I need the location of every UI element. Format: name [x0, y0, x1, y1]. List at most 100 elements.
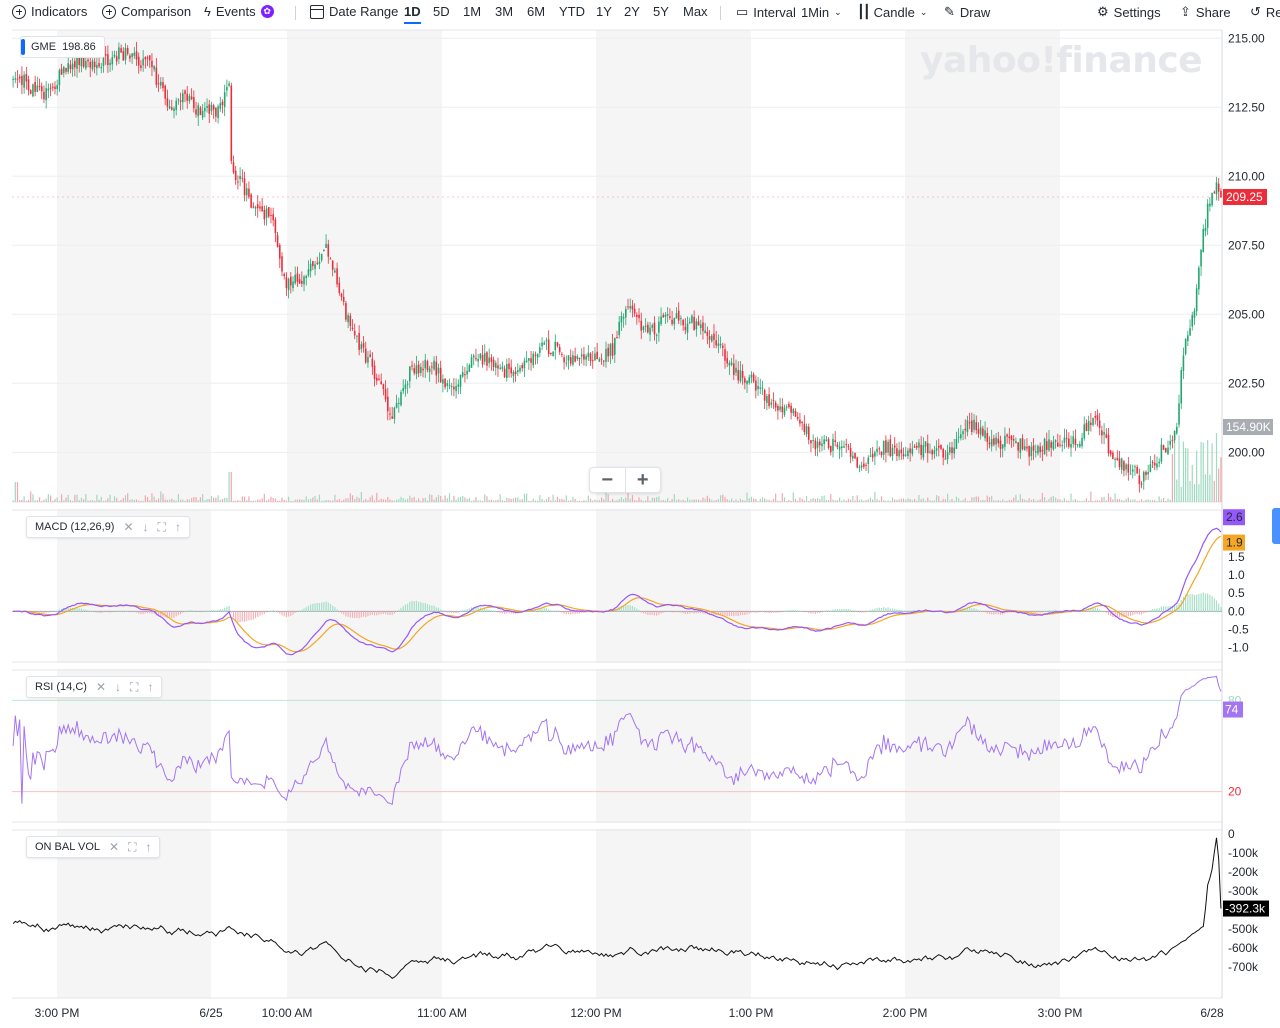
candle-body — [697, 321, 700, 326]
macd-histogram-bar — [865, 611, 867, 613]
volume-bar — [1129, 499, 1132, 502]
macd-histogram-bar — [717, 611, 719, 615]
candle-body — [609, 344, 612, 356]
macd-histogram-bar — [94, 611, 96, 613]
events-button[interactable]: ϟ Events ✿ — [204, 4, 274, 19]
volume-tag — [1223, 419, 1273, 435]
macd-histogram-bar — [1218, 603, 1220, 612]
macd-histogram-bar — [358, 611, 360, 619]
volume-bar — [171, 498, 173, 502]
candle-body — [318, 261, 321, 265]
expand-icon[interactable]: ⛶ — [130, 679, 139, 694]
expand-icon[interactable]: ⛶ — [157, 519, 166, 534]
volume-bar — [600, 497, 603, 502]
zoom-in-button[interactable]: + — [624, 468, 661, 492]
volume-bar — [411, 497, 413, 502]
side-panel-toggle[interactable] — [1272, 508, 1280, 544]
macd-histogram-bar — [191, 610, 193, 612]
move-down-icon[interactable]: ↓ — [142, 520, 149, 534]
comparison-button[interactable]: Comparison — [102, 4, 191, 19]
macd-histogram-bar — [623, 605, 625, 612]
volume-bar — [261, 498, 263, 502]
macd-histogram-bar — [1010, 611, 1013, 613]
move-down-icon[interactable]: ↓ — [115, 680, 122, 694]
macd-histogram-bar — [440, 609, 442, 612]
candle-body — [193, 97, 195, 109]
interval-dropdown[interactable]: ▭ Interval 1Min ⌄ — [736, 4, 842, 20]
candle-body — [164, 85, 166, 99]
range-3m[interactable]: 3M — [495, 4, 514, 19]
macd-histogram-bar — [541, 608, 543, 612]
range-5d[interactable]: 5D — [433, 4, 450, 19]
move-up-icon[interactable]: ↑ — [147, 680, 154, 694]
candle-body — [885, 440, 887, 453]
range-1m[interactable]: 1M — [463, 4, 482, 19]
volume-bar — [1127, 497, 1129, 502]
draw-button[interactable]: ✎ Draw — [944, 4, 990, 20]
macd-histogram-bar — [100, 611, 102, 614]
macd-histogram-bar — [1125, 611, 1127, 617]
range-5y[interactable]: 5Y — [653, 4, 669, 19]
move-up-icon[interactable]: ↑ — [174, 520, 181, 534]
volume-bar — [816, 498, 819, 502]
volume-bar — [526, 493, 528, 502]
volume-bar — [1207, 440, 1209, 502]
macd-histogram-bar — [116, 611, 118, 613]
indicators-button[interactable]: Indicators — [12, 4, 87, 19]
chevron-down-icon: ⌄ — [919, 6, 928, 17]
macd-histogram-bar — [735, 611, 737, 616]
range-1d[interactable]: 1D — [404, 4, 421, 24]
stock-chart[interactable]: 215.00212.50210.00207.50205.00202.50200.… — [0, 26, 1280, 1028]
volume-bar — [74, 494, 76, 502]
zoom-out-button[interactable]: − — [601, 468, 614, 491]
chart-style-dropdown[interactable]: ┃┃ Candle ⌄ — [857, 4, 927, 20]
candle-body — [918, 442, 920, 448]
macd-histogram-bar — [858, 611, 861, 613]
macd-histogram-bar — [173, 611, 175, 618]
range-1y[interactable]: 1Y — [596, 4, 612, 19]
macd-histogram-bar — [883, 607, 885, 612]
volume-bar — [867, 499, 869, 502]
range-2y[interactable]: 2Y — [624, 4, 640, 19]
volume-bar — [265, 500, 268, 502]
candle-body — [616, 336, 618, 338]
symbol-legend[interactable]: GME 198.86 — [20, 36, 105, 58]
candle-body — [1125, 464, 1127, 470]
candle-body — [102, 56, 105, 67]
volume-bar — [1125, 498, 1127, 502]
volume-bars — [12, 433, 1222, 502]
volume-bar — [552, 494, 554, 502]
session-shading — [0, 30, 1280, 998]
date-range-button[interactable]: Date Range — [310, 4, 398, 19]
candle-body — [74, 61, 76, 68]
candle-body — [49, 87, 52, 89]
macd-histogram-bar — [1160, 606, 1162, 612]
volume-bar — [241, 496, 243, 502]
volume-bar — [257, 499, 259, 502]
volume-bar — [246, 500, 248, 502]
candle-body — [494, 362, 497, 368]
macd-histogram-bar — [975, 609, 977, 612]
time-tick-label: 12:00 PM — [570, 1006, 621, 1020]
expand-icon[interactable]: ⛶ — [128, 839, 137, 854]
close-icon[interactable]: ✕ — [123, 520, 134, 534]
range-6m[interactable]: 6M — [527, 4, 546, 19]
close-icon[interactable]: ✕ — [95, 680, 107, 694]
range-ytd[interactable]: YTD — [559, 4, 585, 19]
share-button[interactable]: ⇪ Share — [1180, 4, 1231, 20]
obv-panel — [12, 837, 1222, 980]
candle-body — [1215, 182, 1218, 195]
macd-histogram-bar — [843, 609, 845, 612]
candle-body — [541, 342, 543, 347]
settings-button[interactable]: ⚙ Settings — [1097, 4, 1161, 20]
volume-bar — [80, 497, 83, 502]
close-icon[interactable]: ✕ — [109, 840, 120, 854]
range-max[interactable]: Max — [683, 4, 708, 19]
move-up-icon[interactable]: ↑ — [145, 840, 152, 854]
macd-histogram-bar — [625, 604, 627, 612]
volume-bar — [239, 500, 241, 502]
reset-button[interactable]: ↺ Re — [1250, 4, 1280, 20]
candle-body — [631, 305, 634, 310]
macd-label: MACD (12,26,9) — [35, 521, 115, 533]
volume-bar — [1088, 500, 1090, 502]
